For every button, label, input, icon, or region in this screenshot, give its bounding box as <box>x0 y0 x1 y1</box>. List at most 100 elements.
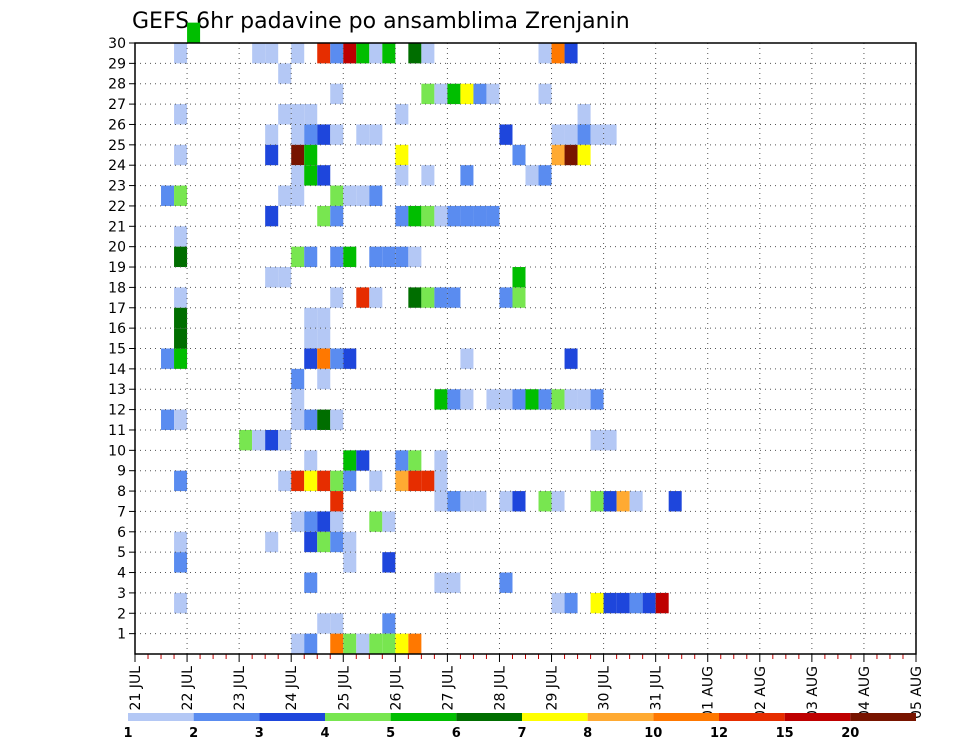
heatmap-cell <box>317 470 331 492</box>
heatmap-cell <box>408 470 422 492</box>
heatmap-cell <box>174 348 188 369</box>
heatmap-cell <box>538 83 552 105</box>
colorbar-label: 10 <box>644 726 662 741</box>
heatmap-cell <box>369 185 383 206</box>
y-tick-label: 2 <box>117 606 126 622</box>
heatmap-cell <box>512 144 526 166</box>
heatmap-cell <box>304 165 318 186</box>
heatmap-cell <box>330 205 344 227</box>
heatmap-cell <box>382 613 396 634</box>
heatmap-cell <box>174 144 188 166</box>
heatmap-cell <box>512 491 526 512</box>
heatmap-cell <box>577 389 591 410</box>
heatmap-cell <box>486 205 500 227</box>
colorbar-swatch <box>522 713 588 721</box>
heatmap-cell <box>447 491 461 512</box>
heatmap-cell <box>434 205 448 227</box>
colorbar-label: 20 <box>841 726 859 741</box>
heatmap-cell <box>265 267 279 288</box>
heatmap-cell <box>317 43 331 64</box>
heatmap-cell <box>252 429 266 451</box>
x-tick-label: 04 AUG <box>857 666 873 719</box>
heatmap-cell <box>382 246 396 268</box>
x-tick-label: 21 JUL <box>128 666 144 711</box>
colorbar-swatch <box>850 713 916 721</box>
heatmap-cell <box>161 348 175 369</box>
heatmap-cell <box>382 511 396 532</box>
heatmap-cell <box>408 287 422 308</box>
heatmap-cell <box>564 124 578 145</box>
x-tick-label: 02 AUG <box>753 666 769 719</box>
x-tick-label: 24 JUL <box>284 666 300 711</box>
y-tick-label: 19 <box>108 260 126 276</box>
heatmap-cell <box>421 83 435 105</box>
colorbar: 1 2 3 4 5 6 7 8 10 12 15 20 <box>123 713 916 741</box>
heatmap-cell <box>421 205 435 227</box>
heatmap-cell <box>304 450 318 471</box>
y-tick-label: 5 <box>117 545 126 561</box>
heatmap-cell <box>174 328 188 349</box>
heatmap-cell <box>434 389 448 410</box>
heatmap-cell <box>330 43 344 64</box>
heatmap-cell <box>252 43 266 64</box>
heatmap-cell <box>603 491 617 512</box>
heatmap-cell <box>564 592 578 614</box>
heatmap-cell <box>317 205 331 227</box>
y-tick-label: 7 <box>117 504 126 520</box>
heatmap-cell <box>174 307 188 329</box>
heatmap-cell <box>161 185 175 206</box>
heatmap-cell <box>356 450 370 471</box>
x-tick-label: 25 JUL <box>336 666 352 711</box>
heatmap-cell <box>317 348 331 369</box>
colorbar-swatch <box>784 713 851 721</box>
heatmap-cell <box>265 144 279 166</box>
heatmap-cell <box>174 287 188 308</box>
heatmap-cell <box>174 104 188 125</box>
heatmap-cell <box>330 409 344 430</box>
y-tick-label: 30 <box>108 36 126 52</box>
colorbar-label: 5 <box>386 726 395 741</box>
colorbar-swatch <box>193 713 260 721</box>
heatmap-cell <box>538 491 552 512</box>
x-tick-label: 26 JUL <box>388 666 404 711</box>
heatmap-cell <box>616 592 630 614</box>
heatmap-cell <box>317 328 331 349</box>
heatmap-cell <box>187 22 201 43</box>
heatmap-cell <box>278 267 292 288</box>
heatmap-cell <box>317 124 331 145</box>
heatmap-cell <box>460 165 474 186</box>
heatmap-cell <box>551 144 565 166</box>
heatmap-cell <box>174 409 188 430</box>
heatmap-cell <box>278 104 292 125</box>
heatmap-cell <box>447 287 461 308</box>
x-tick-label: 30 JUL <box>597 666 613 711</box>
heatmap-cell <box>395 144 409 166</box>
heatmap-cell <box>265 124 279 145</box>
heatmap-cell <box>564 389 578 410</box>
heatmap-cell <box>655 592 669 614</box>
y-tick-label: 1 <box>117 627 126 643</box>
heatmap-cell <box>434 450 448 471</box>
heatmap-cell <box>590 389 604 410</box>
grid-lines <box>135 43 916 654</box>
y-tick-label: 22 <box>108 199 126 215</box>
heatmap-cell <box>174 552 188 573</box>
y-tick-label: 9 <box>117 464 126 480</box>
heatmap-cell <box>434 287 448 308</box>
y-tick-label: 28 <box>108 77 126 93</box>
heatmap-cell <box>421 165 435 186</box>
heatmap-cell <box>278 470 292 492</box>
heatmap-cell <box>304 511 318 532</box>
heatmap-cell <box>369 470 383 492</box>
heatmap-cell <box>174 592 188 614</box>
heatmap-cell <box>512 389 526 410</box>
heatmap-cell <box>538 389 552 410</box>
heatmap-cell <box>161 409 175 430</box>
heatmap-cell <box>343 43 357 64</box>
y-tick-label: 26 <box>108 117 126 133</box>
y-tick-label: 21 <box>108 219 126 235</box>
colorbar-swatch <box>325 713 391 721</box>
colorbar-swatch <box>456 713 522 721</box>
x-tick-label: 05 AUG <box>909 666 925 719</box>
y-tick-label: 8 <box>117 484 126 500</box>
